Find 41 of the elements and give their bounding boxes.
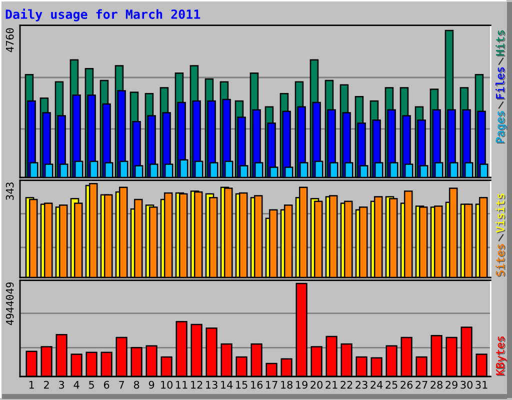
x-tick-label: 14 bbox=[221, 380, 233, 389]
x-tick-label: 31 bbox=[476, 380, 488, 389]
text: Visits bbox=[496, 194, 506, 234]
x-tick-label: 19 bbox=[296, 380, 308, 389]
x-tick-label: 8 bbox=[134, 380, 140, 389]
x-tick-label: 13 bbox=[206, 380, 218, 389]
x-tick-label: 1 bbox=[29, 380, 34, 389]
x-tick-label: 2 bbox=[44, 380, 49, 389]
x-tick-label: 30 bbox=[460, 380, 472, 389]
x-tick-label: 6 bbox=[104, 380, 110, 389]
x-tick-label: 3 bbox=[59, 380, 64, 389]
x-tick-label: 29 bbox=[446, 380, 458, 389]
x-tick-label: 27 bbox=[416, 380, 428, 389]
x-tick-label: 23 bbox=[356, 380, 368, 389]
chart-title: Daily usage for March 2011 bbox=[6, 8, 200, 22]
x-tick-label: 28 bbox=[430, 380, 442, 389]
x-tick-label: 22 bbox=[340, 380, 352, 389]
x-tick-label: 26 bbox=[400, 380, 413, 389]
text: 4760 bbox=[6, 28, 14, 52]
x-tick-label: 17 bbox=[266, 380, 278, 389]
x-tick-label: 21 bbox=[326, 380, 338, 389]
text: Hits bbox=[496, 30, 506, 56]
x-tick-label: 11 bbox=[176, 380, 188, 389]
x-tick-label: 12 bbox=[191, 380, 202, 389]
x-tick-label: 24 bbox=[370, 380, 383, 389]
x-tick-label: 9 bbox=[148, 380, 154, 389]
x-tick-label: 4 bbox=[74, 380, 80, 389]
x-tick-label: 16 bbox=[251, 380, 263, 389]
x-tick-label: 18 bbox=[281, 380, 292, 389]
x-tick-label: 10 bbox=[161, 380, 172, 389]
x-tick-label: 7 bbox=[119, 380, 124, 389]
text: Sites bbox=[496, 244, 506, 277]
text: Files bbox=[496, 67, 506, 100]
x-tick-label: 20 bbox=[310, 380, 322, 389]
text: KBytes bbox=[496, 336, 508, 376]
x-tick-label: 25 bbox=[386, 380, 398, 389]
text: 343 bbox=[6, 182, 14, 200]
x-tick-label: 5 bbox=[89, 380, 94, 389]
text: Pages bbox=[496, 111, 508, 144]
text: 4944049 bbox=[6, 282, 14, 326]
x-tick-label: 15 bbox=[236, 380, 248, 389]
